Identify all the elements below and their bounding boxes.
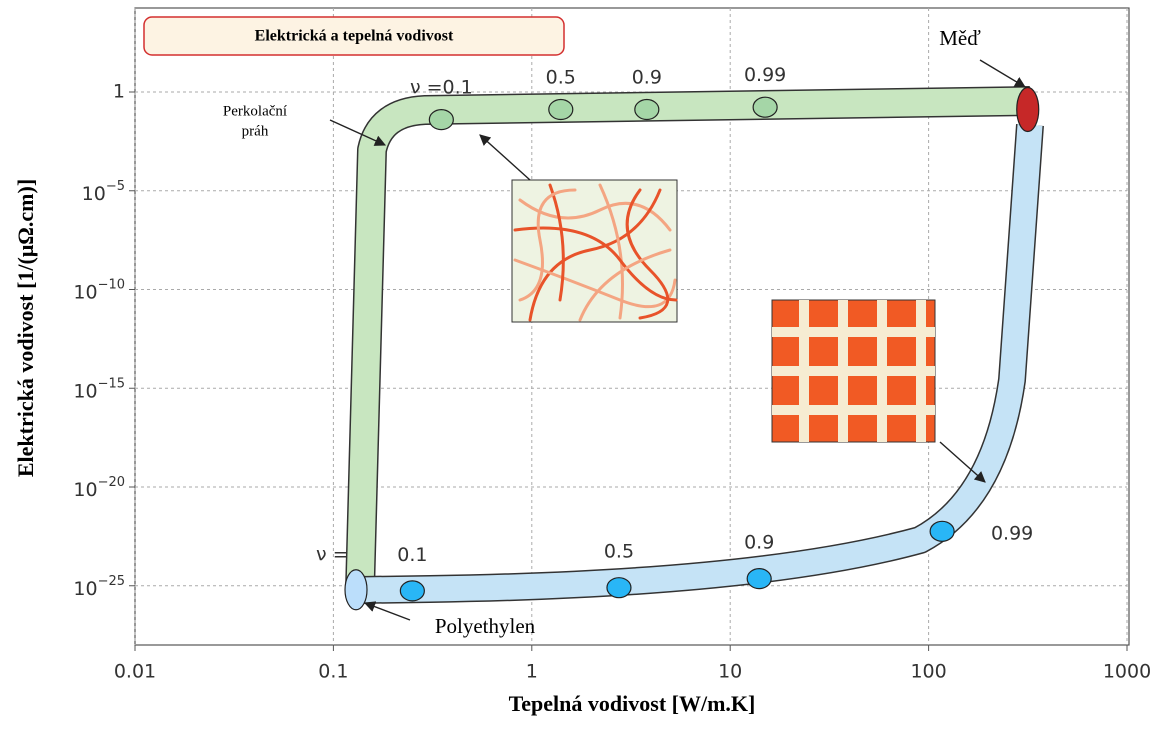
tick-exponent: −15 (98, 376, 125, 391)
data-point (930, 521, 954, 541)
data-point (429, 110, 453, 130)
annotation: práh (242, 123, 269, 139)
tick-exponent: −5 (106, 178, 125, 193)
chart-title: Elektrická a tepelná vodivost (255, 28, 454, 45)
x-tick-label: 1 (526, 661, 538, 683)
y-tick-label: 10−25 (73, 573, 125, 599)
x-axis-title: Tepelná vodivost [W/m.K] (509, 691, 756, 716)
fiber-inset (512, 180, 677, 322)
point-label: 0.9 (632, 66, 662, 88)
point-label: 0.5 (604, 540, 634, 562)
point-label: ν =0.1 (410, 76, 473, 98)
y-axis-title: Elektrická vodivost [1/(μΩ.cm)] (13, 179, 38, 477)
x-tick-label: 10 (718, 661, 742, 683)
point-label: 0.99 (744, 64, 786, 86)
point-label-value: 0.1 (443, 76, 473, 98)
point-label-value: 0.99 (991, 522, 1033, 544)
point-label: 0.9 (744, 531, 774, 553)
point-label: 0.1 (397, 543, 427, 565)
point-label: 0.5 (546, 66, 576, 88)
tick-base: 10 (73, 281, 97, 303)
tick-base: 10 (73, 479, 97, 501)
point-label-value: 0.5 (546, 66, 576, 88)
annotation: Perkolační (223, 103, 287, 119)
y-tick-label: 10−10 (73, 277, 125, 303)
tick-base: 10 (73, 380, 97, 402)
tick-exponent: −20 (98, 475, 125, 490)
data-point (549, 99, 573, 119)
point-label-prefix: ν = (316, 543, 349, 565)
point-label-value: 0.5 (604, 540, 634, 562)
point-label-value: 0.9 (744, 531, 774, 553)
annotation: Měď (939, 26, 981, 50)
tick-base: 10 (82, 182, 106, 204)
point-label-value: 0.9 (632, 66, 662, 88)
x-tick-label: 1000 (1103, 661, 1151, 683)
data-point (607, 578, 631, 598)
point-label: 0.99 (991, 522, 1033, 544)
material-point (345, 570, 367, 610)
y-tick-label: 10−20 (73, 475, 125, 501)
x-tick-label: 0.1 (318, 661, 348, 683)
tick-base: 10 (73, 577, 97, 599)
y-tick-label: 10−15 (73, 376, 125, 402)
point-label-prefix: ν = (410, 76, 443, 98)
x-tick-label: 0.01 (114, 661, 156, 683)
y-tick-label: 1 (113, 81, 125, 103)
data-point (747, 569, 771, 589)
data-point (635, 99, 659, 119)
data-point (753, 97, 777, 117)
point-label-value: 0.99 (744, 64, 786, 86)
grid-inset (772, 300, 935, 442)
tick-exponent: −10 (98, 277, 125, 292)
point-label-value: 0.1 (397, 543, 427, 565)
annotation: Polyethylen (435, 614, 536, 638)
x-tick-label: 100 (910, 661, 946, 683)
material-point (1017, 87, 1039, 131)
tick-exponent: −25 (98, 573, 125, 588)
y-tick-label: 10−5 (82, 178, 125, 204)
chart: Elektrická a tepelná vodivost Perkolační (0, 0, 1165, 725)
data-point (400, 581, 424, 601)
